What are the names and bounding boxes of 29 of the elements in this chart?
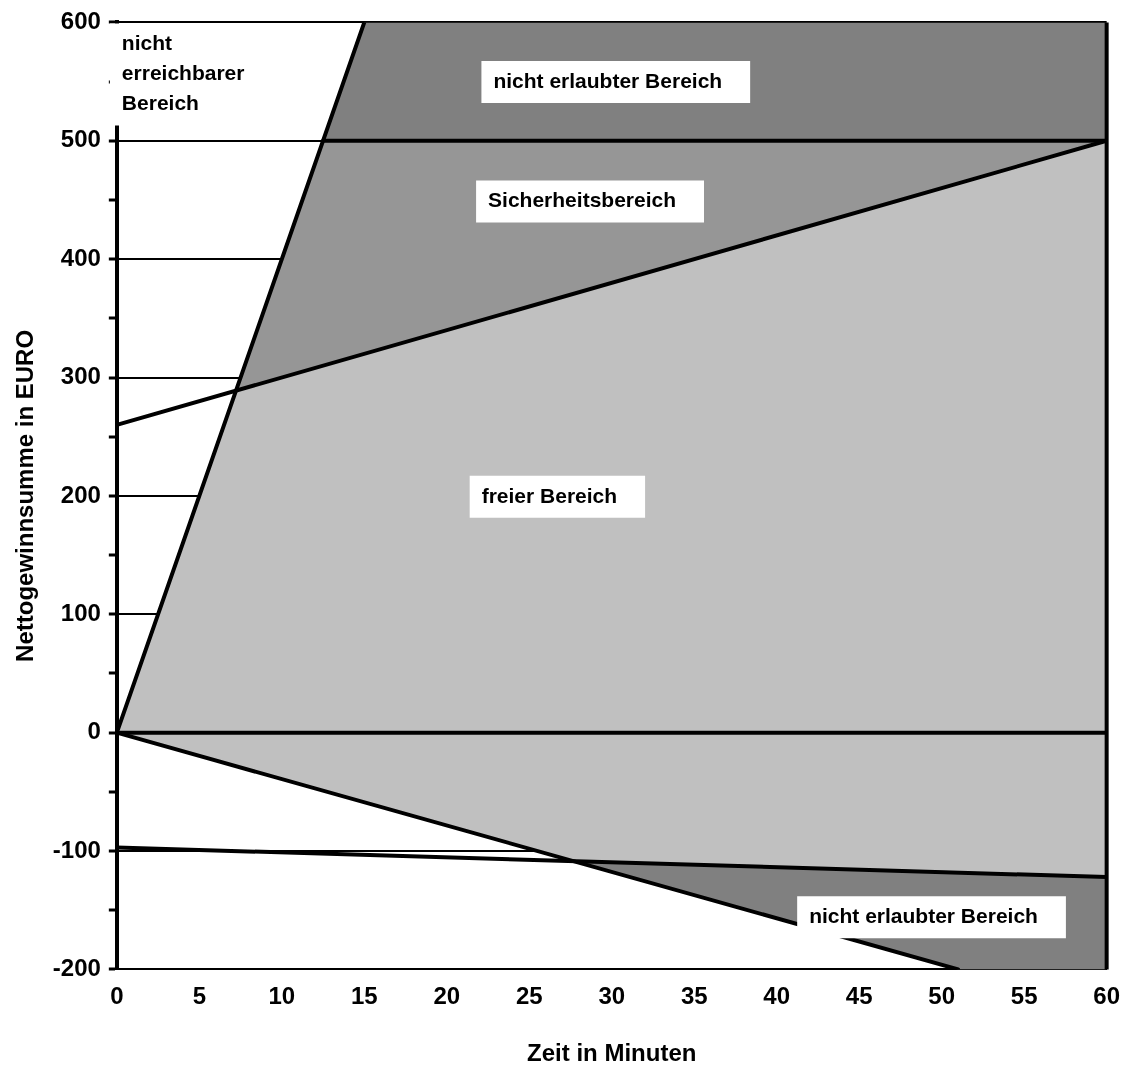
x-tick-label: 50 xyxy=(928,982,956,1010)
y-tick-label: -200 xyxy=(52,954,101,982)
x-tick-label: 5 xyxy=(192,982,206,1010)
x-tick-label: 60 xyxy=(1093,982,1120,1010)
y-tick-label: 500 xyxy=(60,125,101,153)
y-tick-label: 200 xyxy=(60,480,101,508)
annotation: nicht erlaubter Bereich xyxy=(493,68,723,92)
annotation: Sicherheitsbereich xyxy=(488,188,677,212)
y-tick-label: 400 xyxy=(60,243,101,271)
annotation: nicht erreichbarer Bereich xyxy=(121,31,245,115)
x-tick-label: 35 xyxy=(680,982,708,1010)
y-tick-label: 300 xyxy=(60,362,101,390)
y-tick-label: 0 xyxy=(87,717,101,745)
annotation: freier Bereich xyxy=(481,483,618,507)
x-tick-label: 30 xyxy=(598,982,626,1010)
x-tick-label: 20 xyxy=(433,982,461,1010)
y-tick-label: 100 xyxy=(60,598,101,626)
x-tick-label: 25 xyxy=(515,982,543,1010)
x-tick-label: 10 xyxy=(268,982,296,1010)
x-tick-label: 45 xyxy=(845,982,873,1010)
y-tick-label: -100 xyxy=(52,835,101,863)
x-tick-label: 40 xyxy=(763,982,791,1010)
y-tick-label: 600 xyxy=(60,7,101,35)
x-tick-label: 0 xyxy=(110,982,124,1010)
annotation: nicht erlaubter Bereich xyxy=(809,904,1038,928)
x-axis-title: Zeit in Minuten xyxy=(527,1039,697,1067)
y-axis-title: Nettogewinnsumme in EURO xyxy=(11,329,39,662)
x-tick-label: 55 xyxy=(1010,982,1038,1010)
x-tick-label: 15 xyxy=(350,982,378,1010)
